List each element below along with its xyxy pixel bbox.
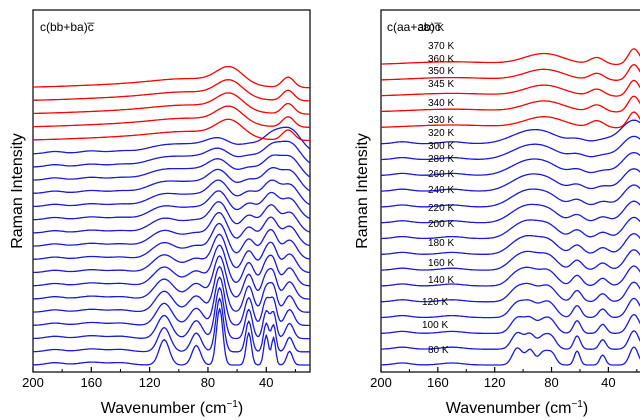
right-traces [380,48,640,366]
trace-low-temperature [32,255,310,300]
temperature-label: 380 K [418,23,444,34]
trace-low-temperature [381,265,640,287]
temperature-label: 80 K [428,345,449,356]
trace-low-temperature [381,232,640,255]
trace-low-temperature [381,151,640,176]
trace-low-temperature [381,184,640,208]
left-x-axis-label: Wavenumber (cm−1) [101,399,243,417]
temperature-label: 340 K [428,98,454,109]
trace-low-temperature [381,281,640,303]
trace-low-temperature [381,119,640,145]
left-traces [32,65,311,366]
trace-low-temperature [32,190,311,221]
trace-low-temperature [381,249,640,271]
trace-high-temperature [380,48,640,66]
trace-low-temperature [32,307,310,366]
temperature-label: 300 K [428,141,454,152]
x-tick-label: 40 [601,375,615,390]
trace-high-temperature [32,65,310,89]
trace-high-temperature [32,105,310,128]
temperature-label: 220 K [428,203,454,214]
trace-low-temperature [32,166,311,194]
trace-low-temperature [32,201,311,234]
temperature-label: 200 K [428,219,454,230]
right-y-axis-label: Raman Intensity [354,133,371,249]
temperature-label: 330 K [428,115,454,126]
left-plot-frame [32,9,311,373]
temperature-label: 240 K [428,185,454,196]
trace-low-temperature [32,287,310,340]
temperature-label: 320 K [428,128,454,139]
x-tick-label: 80 [544,375,558,390]
trace-low-temperature [381,346,640,366]
trace-high-temperature [32,79,310,102]
trace-low-temperature [381,297,640,319]
x-tick-label: 200 [370,375,392,390]
x-tick-label: 160 [80,375,102,390]
trace-high-temperature [380,79,640,97]
temperature-label: 160 K [428,258,454,269]
trace-low-temperature [381,216,640,240]
trace-low-temperature [32,297,310,353]
temperature-label: 280 K [428,154,454,165]
trace-high-temperature [380,111,640,129]
trace-low-temperature [32,222,311,260]
trace-low-temperature [32,276,310,327]
panel-left: c(bb+ba)c̅ 200 160 120 80 40 Wavenumber (cm−… [9,9,311,417]
trace-low-temperature [32,179,311,208]
trace-low-temperature [32,126,311,155]
trace-high-temperature [32,92,310,115]
trace-high-temperature [32,118,310,142]
left-annotation: c(bb+ba)c̅ [40,20,95,34]
temperature-label: 140 K [428,275,454,286]
trace-low-temperature [381,200,640,224]
temperature-label: 100 K [422,320,448,331]
trace-low-temperature [381,313,640,335]
x-tick-label: 80 [201,375,215,390]
trace-low-temperature [381,135,640,161]
temperature-label: 260 K [428,169,454,180]
x-tick-label: 120 [484,375,506,390]
trace-low-temperature [381,168,640,192]
x-tick-label: 200 [22,375,44,390]
trace-low-temperature [32,244,310,287]
left-y-axis-label: Raman Intensity [9,133,26,249]
trace-low-temperature [32,265,310,313]
temperature-label: 345 K [428,79,454,90]
left-x-ticks: 200 160 120 80 40 [22,367,296,390]
x-tick-label: 160 [427,375,449,390]
trace-low-temperature [32,154,311,181]
trace-low-temperature [381,330,640,350]
trace-low-temperature [32,140,311,168]
temperature-label: 350 K [428,66,454,77]
right-x-axis-label: Wavenumber (cm−1) [446,399,588,417]
temperature-label: 360 K [428,54,454,65]
trace-high-temperature [380,63,640,81]
x-tick-label: 120 [139,375,161,390]
right-x-ticks: 200 160 120 80 40 [370,367,638,390]
trace-high-temperature [380,95,640,113]
x-tick-label: 40 [259,375,273,390]
right-annotation: c(aa+ab)c̅ [387,20,442,34]
temperature-label: 180 K [428,238,454,249]
trace-low-temperature [32,233,311,274]
trace-low-temperature [32,212,311,247]
temperature-label: 120 K [422,297,448,308]
temperature-label: 370 K [428,41,454,52]
